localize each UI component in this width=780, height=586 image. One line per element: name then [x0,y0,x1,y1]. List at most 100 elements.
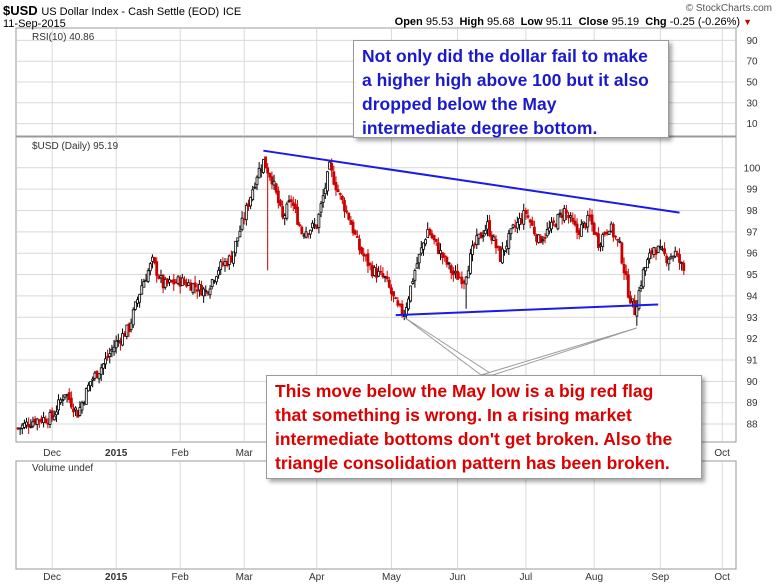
blue_note-line: Not only did the dollar fail to make [362,46,648,66]
candle-body [89,381,92,387]
candle-body [443,255,447,258]
month-label-top: Feb [172,448,190,459]
candle-body [189,282,193,291]
candle-body [454,270,457,274]
candle-body [183,279,186,284]
candle-body [624,271,628,276]
candle-body [400,303,404,315]
rsi-tick-label: 90 [746,36,758,47]
candle-body [603,231,607,235]
candle-body [511,224,515,228]
symbol: $USD [3,3,38,18]
candle-body [44,418,48,424]
candle-body [658,246,662,248]
candle-body [59,399,63,403]
month-label-bottom: Apr [309,572,325,583]
month-label-top: Dec [43,448,61,459]
candle-body [227,255,231,266]
price-tick-label: 97 [746,227,758,238]
candle-body [445,256,449,265]
rsi-tick-label: 10 [746,119,758,130]
candle-body [543,237,547,239]
candle-body [394,297,398,300]
candle-body [63,394,67,398]
candle-body [464,276,468,285]
candle-body [618,240,622,243]
candle-body [590,214,594,225]
candle-body [161,274,165,289]
candle-body [392,291,395,297]
candle-body [451,270,455,276]
candle-body [291,202,295,206]
candle-body [481,235,485,238]
candle-body [616,238,620,241]
candle-body [119,340,122,344]
candle-body [468,253,472,274]
candle-body [46,422,50,425]
candle-body [142,281,146,288]
candle-body [114,340,118,349]
candle-body [140,285,144,295]
candle-body [411,281,415,284]
candle-body [151,256,154,262]
candle-body [663,248,666,255]
candle-body [219,261,223,270]
candle-body [225,261,229,267]
candle-body [377,270,381,277]
candle-body [611,224,615,238]
candle-body [174,281,178,284]
candle-body [76,409,80,418]
candle-body [300,226,304,234]
candle-body [475,235,479,246]
candle-body [441,252,445,258]
rsi-tick-label: 50 [746,78,758,89]
candle-body [240,217,244,231]
candle-body [74,407,78,411]
candle-body [605,232,609,234]
candle-body [91,378,95,381]
candle-body [157,275,161,279]
candle-body [170,280,174,283]
candle-body [379,270,383,273]
candle-body [72,408,75,413]
candle-body [251,189,255,200]
candle-body [27,424,31,428]
candle-body [306,233,310,236]
candle-body [42,417,46,423]
candle-body [35,418,39,425]
candle-body [127,323,131,333]
candle-body [375,268,378,278]
candle-body [537,234,541,243]
month-label-top: Mar [236,448,254,459]
candle-body [528,219,532,223]
candle-body [567,214,570,219]
candle-body [242,218,246,221]
candle-body [522,210,526,225]
candle-body [490,234,494,241]
candle-body [545,229,549,237]
candle-body [104,358,107,365]
candle-body [507,233,511,249]
candle-body [362,253,366,257]
candle-body [264,156,267,169]
candle-body [560,214,564,219]
price-tick-label: 95 [746,270,758,281]
candle-body [458,276,462,279]
month-label-bottom: May [382,572,401,583]
candle-body [285,203,289,219]
candle-body [434,238,438,242]
candle-body [667,258,671,265]
candle-body [622,263,626,274]
candle-body [509,228,513,235]
candle-body [599,244,602,247]
candle-body [168,279,171,283]
candle-body [501,248,504,264]
candle-body [210,279,214,288]
candle-body [57,399,60,411]
blue-callout: Not only did the dollar fail to make a hi… [353,40,669,138]
candle-body [274,183,278,193]
candle-body [31,421,35,427]
candle-body [65,394,69,396]
candle-body [398,303,402,306]
lower-support-line [395,303,659,317]
